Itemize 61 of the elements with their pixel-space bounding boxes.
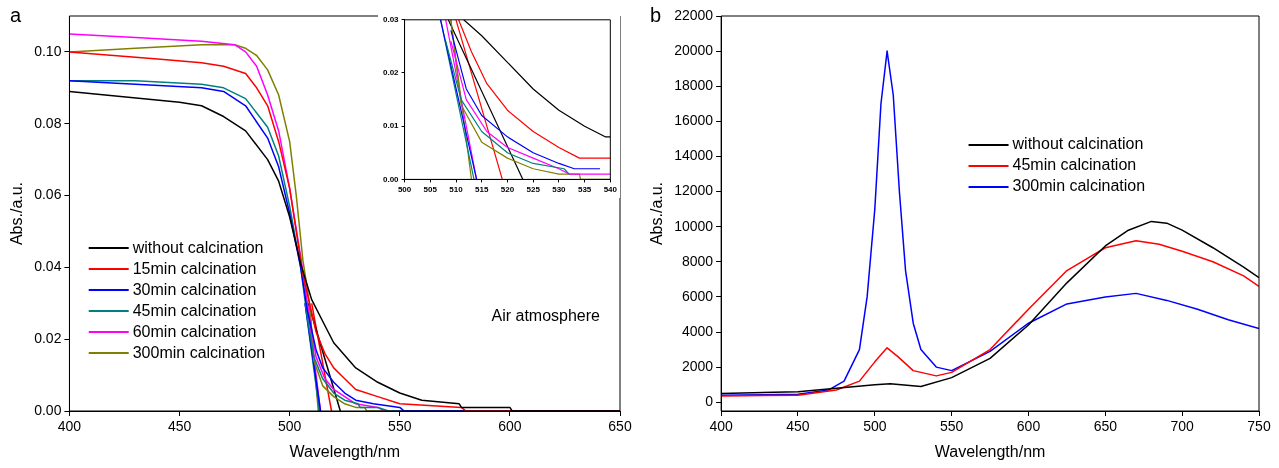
x-tick-label: 500 [397, 185, 412, 195]
legend-label: 45min calcination [1012, 156, 1137, 174]
y-tick-label: 0 [705, 393, 714, 410]
x-tick-label: 520 [500, 185, 515, 195]
chart-title: a [10, 3, 22, 26]
y-tick-label: 14000 [674, 147, 714, 164]
legend-label: 45min calcination [132, 301, 257, 319]
y-tick-label: 0.08 [34, 114, 62, 131]
legend-label: without calcination [1011, 135, 1144, 153]
x-tick-label: 510 [449, 185, 464, 195]
y-tick-label: 0.04 [34, 258, 62, 275]
x-axis-title: Wavelength/nm [289, 442, 401, 460]
x-tick-label: 400 [57, 418, 82, 435]
y-tick-label: 0.01 [382, 121, 400, 131]
y-tick-label: 4000 [681, 322, 714, 339]
y-tick-label: 12000 [674, 182, 714, 199]
legend-label: 30min calcination [132, 280, 257, 298]
x-tick-label: 450 [167, 418, 192, 435]
y-tick-label: 22000 [674, 6, 714, 23]
x-axis-title: Wavelength/nm [934, 442, 1046, 460]
chart-title: b [650, 3, 662, 26]
x-tick-label: 700 [1170, 418, 1195, 435]
y-tick-label: 0.00 [382, 174, 400, 184]
x-tick-label: 400 [709, 418, 734, 435]
legend-label: without calcination [131, 238, 264, 256]
annotation: Air atmosphere [491, 306, 601, 324]
y-tick-label: 20000 [674, 41, 714, 58]
x-tick-label: 550 [388, 418, 412, 435]
x-tick-label: 650 [608, 418, 632, 435]
y-tick-label: 0.10 [34, 42, 62, 59]
y-tick-label: 18000 [674, 77, 714, 94]
x-tick-label: 530 [552, 185, 567, 195]
y-tick-label: 6000 [681, 287, 714, 304]
x-tick-label: 550 [939, 418, 964, 435]
x-tick-label: 750 [1247, 418, 1271, 435]
legend-label: 60min calcination [132, 322, 257, 340]
x-tick-label: 600 [1016, 418, 1041, 435]
y-tick-label: 0.02 [382, 68, 400, 78]
x-tick-label: 505 [423, 185, 438, 195]
x-tick-label: 450 [786, 418, 810, 435]
y-tick-label: 16000 [674, 112, 714, 129]
x-tick-label: 525 [526, 185, 541, 195]
legend-label: 300min calcination [132, 343, 266, 361]
legend-label: 15min calcination [132, 259, 257, 277]
y-tick-label: 0.06 [34, 186, 62, 203]
y-tick-label: 10000 [674, 217, 714, 234]
y-axis-title: Abs./a.u. [8, 181, 26, 246]
y-tick-label: 0.00 [34, 401, 62, 418]
y-tick-label: 8000 [681, 252, 714, 269]
x-tick-label: 500 [863, 418, 887, 435]
x-tick-label: 650 [1093, 418, 1118, 435]
x-tick-label: 540 [603, 185, 618, 195]
y-tick-label: 0.02 [34, 330, 62, 347]
x-tick-label: 515 [475, 185, 489, 195]
legend-label: 300min calcination [1012, 177, 1146, 195]
x-tick-label: 500 [277, 418, 302, 435]
y-axis-title: Abs./a.u. [648, 181, 666, 246]
y-tick-label: 2000 [681, 357, 714, 374]
x-tick-label: 535 [577, 185, 592, 195]
y-tick-label: 0.03 [382, 15, 400, 24]
x-tick-label: 600 [498, 418, 522, 435]
